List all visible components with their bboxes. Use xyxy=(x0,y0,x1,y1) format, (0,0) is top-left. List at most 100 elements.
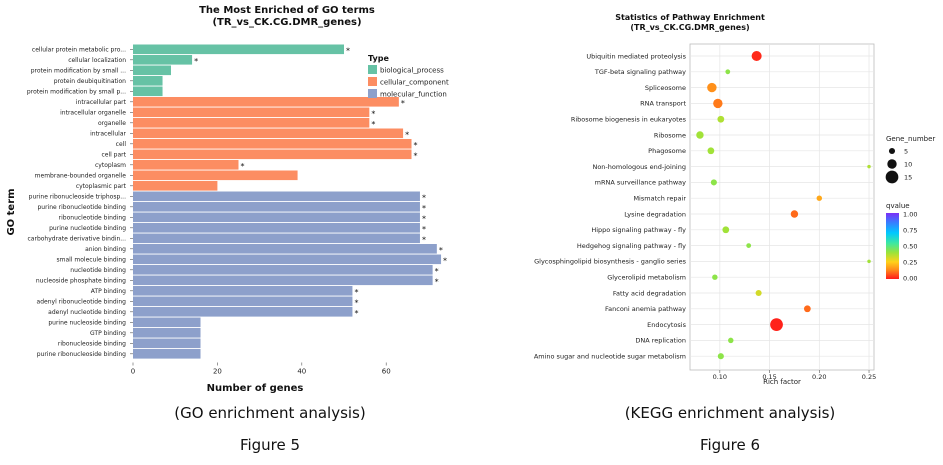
go-legend: Type biological_process cellular_componen… xyxy=(368,54,449,99)
go-significance-mark: * xyxy=(371,109,375,118)
go-category-label: purine nucleoside binding xyxy=(48,320,126,327)
kegg-qvalue-colorbar xyxy=(886,213,899,279)
kegg-color-legend-label: 0.75 xyxy=(903,227,917,235)
go-bar xyxy=(133,317,201,328)
go-category-label: organelle xyxy=(98,120,126,127)
kegg-point xyxy=(746,243,752,248)
go-legend-swatch xyxy=(368,77,377,86)
go-significance-mark: * xyxy=(371,120,375,129)
kegg-pathway-label: Hippo signaling pathway - fly xyxy=(591,226,686,234)
kegg-pathway-label: Phagosome xyxy=(648,147,686,155)
go-bar xyxy=(133,307,353,317)
go-bar xyxy=(133,338,201,349)
go-category-labels: cellular protein metabolic pro... cellula… xyxy=(27,47,133,358)
kegg-point xyxy=(803,305,811,313)
go-x-tick-label: 60 xyxy=(382,368,391,376)
kegg-point xyxy=(712,274,718,280)
kegg-point xyxy=(713,98,723,109)
go-category-label: anion binding xyxy=(85,246,126,253)
go-enrichment-chart: The Most Enriched of GO terms (TR_vs_CK.… xyxy=(6,5,449,394)
go-category-label: protein modification by small p... xyxy=(27,89,126,96)
go-category-label: ATP binding xyxy=(91,288,126,295)
kegg-x-tick-label: 0.15 xyxy=(762,373,776,381)
go-category-label: ribonucleotide binding xyxy=(59,215,127,222)
go-significance-mark: * xyxy=(414,151,418,160)
kegg-pathway-labels: Ubiquitin mediated proteolysis TGF-beta s… xyxy=(534,52,687,360)
go-bar xyxy=(133,55,193,65)
kegg-x-tick-label: 0.20 xyxy=(812,373,826,381)
go-bar xyxy=(133,328,201,338)
kegg-pathway-label: Hedgehog signaling pathway - fly xyxy=(577,242,686,250)
go-significance-mark: * xyxy=(422,225,426,234)
kegg-color-legend-label: 1.00 xyxy=(903,211,917,219)
go-significance-mark: * xyxy=(422,193,426,202)
kegg-x-ticks: 0.10 0.15 0.20 0.25 xyxy=(713,370,876,381)
kegg-point xyxy=(867,164,871,169)
go-category-label: nucleotide binding xyxy=(70,267,126,274)
go-category-label: cytoplasmic part xyxy=(76,183,127,190)
go-significance-mark: * xyxy=(422,204,426,213)
go-legend-swatch xyxy=(368,89,377,98)
kegg-size-legend-label: 15 xyxy=(904,174,912,182)
kegg-size-legend-dot xyxy=(885,170,899,184)
go-x-tick-label: 20 xyxy=(213,368,222,376)
go-bar xyxy=(133,349,201,359)
kegg-point xyxy=(867,259,871,264)
kegg-pathway-label: Glycosphingolipid biosynthesis - ganglio… xyxy=(534,258,686,266)
kegg-pathway-label: RNA transport xyxy=(640,100,686,108)
go-category-label: adenyl nucleotide binding xyxy=(48,309,126,316)
kegg-point xyxy=(717,353,724,360)
go-legend-title: Type xyxy=(368,54,389,63)
kegg-grid xyxy=(690,44,874,370)
kegg-pathway-label: Spliceosome xyxy=(645,84,686,92)
kegg-pathway-label: Ribosome xyxy=(654,131,686,139)
go-significance-mark: * xyxy=(439,246,443,255)
kegg-color-legend: qvalue 1.00 0.75 0.50 0.25 0.00 xyxy=(886,202,917,283)
go-significance-mark: * xyxy=(194,57,198,66)
go-significance-mark: * xyxy=(405,130,409,139)
go-bar xyxy=(133,181,218,191)
go-category-label: cell part xyxy=(101,152,126,159)
go-x-axis-label: Number of genes xyxy=(207,383,304,394)
go-category-label: purine nucleotide binding xyxy=(49,225,126,232)
go-legend-swatch xyxy=(368,65,377,74)
kegg-color-legend-label: 0.50 xyxy=(903,243,917,251)
go-category-label: protein modification by small ... xyxy=(31,68,126,75)
kegg-point xyxy=(696,131,704,139)
kegg-plot-panel xyxy=(689,43,875,371)
kegg-figure-label: Figure 6 xyxy=(699,436,761,454)
go-category-label: purine ribonucleoside binding xyxy=(37,351,126,358)
go-chart-subtitle: (TR_vs_CK.CG.DMR_genes) xyxy=(212,17,361,28)
kegg-size-legend: Gene_number 5 10 15 xyxy=(885,135,935,184)
go-category-label: purine ribonucleoside triphosp... xyxy=(29,194,126,201)
kegg-chart-title: Statistics of Pathway Enrichment xyxy=(615,13,765,22)
kegg-pathway-label: Ribosome biogenesis in eukaryotes xyxy=(571,116,687,124)
go-bar xyxy=(133,139,412,149)
go-legend-label: molecular_function xyxy=(380,91,447,99)
go-chart-title: The Most Enriched of GO terms xyxy=(199,5,375,16)
go-bar xyxy=(133,275,433,286)
kegg-pathway-label: Lysine degradation xyxy=(624,210,686,218)
kegg-point xyxy=(790,210,799,218)
kegg-x-tick-label: 0.10 xyxy=(713,373,727,381)
kegg-pathway-label: Fatty acid degradation xyxy=(613,289,686,297)
go-bar xyxy=(133,233,420,244)
go-category-label: cellular protein metabolic pro... xyxy=(32,47,126,54)
go-significance-mark: * xyxy=(443,256,447,265)
kegg-chart-subtitle: (TR_vs_CK.CG.DMR_genes) xyxy=(630,23,749,32)
kegg-color-legend-ticks: 1.00 0.75 0.50 0.25 0.00 xyxy=(903,211,917,283)
go-category-label: GTP binding xyxy=(90,330,126,337)
go-bar xyxy=(133,65,171,76)
go-bar xyxy=(133,244,437,254)
go-significance-mark: * xyxy=(354,288,358,297)
kegg-pathway-label: Mismatch repair xyxy=(633,195,686,203)
kegg-pathway-label: Endocytosis xyxy=(647,321,686,329)
go-bar xyxy=(133,191,420,202)
kegg-point xyxy=(816,195,823,201)
go-category-label: ribonucleoside binding xyxy=(58,341,126,348)
kegg-caption: (KEGG enrichment analysis) xyxy=(624,404,836,422)
go-category-label: carbohydrate derivative bindin... xyxy=(28,236,127,243)
kegg-point xyxy=(755,289,762,297)
kegg-point xyxy=(728,337,734,344)
kegg-size-legend-title: Gene_number xyxy=(886,135,935,143)
